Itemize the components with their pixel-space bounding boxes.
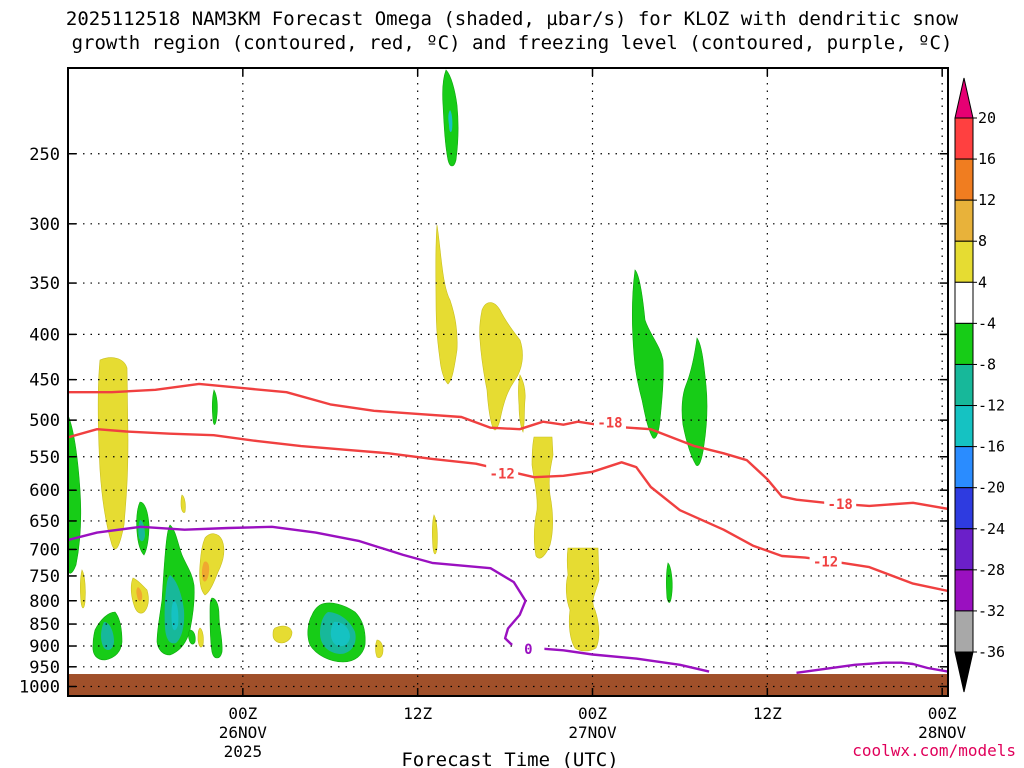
plot-frame — [67, 67, 949, 697]
y-tick-label: 250 — [29, 145, 60, 165]
contour--18 — [68, 382, 948, 511]
colorbar-segment — [954, 487, 974, 530]
contour-label: -18 — [828, 497, 853, 513]
colorbar-segment — [954, 158, 974, 201]
colorbar-segment — [954, 240, 974, 283]
contour--12 — [68, 428, 948, 593]
contour-label: -18 — [597, 416, 622, 432]
y-tick-label: 1000 — [19, 678, 60, 698]
x-tick-label: 28NOV — [918, 723, 967, 742]
colorbar-label: 4 — [978, 273, 987, 291]
colorbar-bottom-triangle — [954, 651, 974, 693]
colorbar-label: 16 — [978, 150, 996, 168]
contour-labels: -18 -18 -12 -12 0 — [486, 413, 857, 658]
y-tick-label: 950 — [29, 658, 60, 678]
y-tick-label: 450 — [29, 371, 60, 391]
contour-0b — [796, 661, 948, 674]
x-tick-label: 12Z — [753, 704, 782, 723]
y-tick-label: 750 — [29, 567, 60, 587]
contour-label-bg — [486, 464, 519, 481]
colorbar-label: -36 — [978, 643, 1005, 661]
colorbar-segment — [954, 199, 974, 242]
colorbar-segment — [954, 528, 974, 571]
colorbar-label: -12 — [978, 397, 1005, 415]
y-tick-label: 350 — [29, 274, 60, 294]
colorbar-segment — [954, 405, 974, 448]
x-tick-label: 00Z — [928, 704, 957, 723]
colorbar-label: -28 — [978, 561, 1005, 579]
contour-0 — [68, 525, 710, 673]
colorbar-label: -4 — [978, 314, 996, 332]
x-tick-label: 12Z — [403, 704, 432, 723]
x-tick-label: 2025 — [224, 742, 263, 761]
y-tick-label: 500 — [29, 411, 60, 431]
contour-label: -12 — [813, 554, 838, 570]
colorbar-label: -16 — [978, 438, 1005, 456]
y-axis: 2503003504004505005506006507007508008509… — [19, 145, 948, 698]
y-tick-label: 800 — [29, 592, 60, 612]
y-tick-label: 600 — [29, 481, 60, 501]
y-tick-label: 850 — [29, 615, 60, 635]
colorbar-label: 8 — [978, 232, 987, 250]
colorbar-segment — [954, 569, 974, 612]
omega-cyan-cores — [171, 110, 453, 647]
y-tick-label: 300 — [29, 215, 60, 235]
x-tick-label: 26NOV — [219, 723, 268, 742]
colorbar-segment — [954, 117, 974, 160]
colorbar-segment — [954, 446, 974, 489]
x-tick-label: 27NOV — [568, 723, 617, 742]
watermark: coolwx.com/models — [852, 741, 1016, 760]
contour-label-bg — [593, 413, 626, 430]
y-tick-label: 650 — [29, 512, 60, 532]
ground-surface — [68, 674, 948, 696]
y-tick-label: 400 — [29, 325, 60, 345]
colorbar-segment — [954, 363, 974, 407]
colorbar-label: 12 — [978, 191, 996, 209]
colorbar: 20 16 12 8 4 -4 -8 -12 -16 -20 -24 -28 -32 -36 — [954, 77, 1005, 693]
colorbar-top-triangle — [954, 77, 974, 119]
colorbar-label: -8 — [978, 355, 996, 373]
contour-label: -12 — [490, 467, 515, 483]
y-tick-label: 700 — [29, 540, 60, 560]
x-tick-label: 00Z — [228, 704, 257, 723]
omega-shading — [68, 69, 708, 663]
contour-label-bg — [512, 640, 545, 657]
colorbar-segment — [954, 610, 974, 653]
colorbar-label: 20 — [978, 109, 996, 127]
x-tick-label: 00Z — [578, 704, 607, 723]
colorbar-segment — [954, 281, 974, 324]
colorbar-label: -20 — [978, 479, 1005, 497]
contour-label-bg — [809, 552, 842, 569]
contour-label: 0 — [524, 642, 532, 658]
colorbar-label: -24 — [978, 520, 1005, 538]
y-tick-label: 900 — [29, 637, 60, 657]
contour-label-bg — [824, 494, 857, 511]
colorbar-segment — [954, 322, 974, 365]
temperature-contours — [68, 382, 948, 674]
chart-title-line-1: 2025112518 NAM3KM Forecast Omega (shaded… — [65, 8, 959, 30]
chart-title-line-2: growth region (contoured, red, ºC) and f… — [71, 32, 953, 54]
colorbar-label: -32 — [978, 602, 1005, 620]
x-axis-title: Forecast Time (UTC) — [401, 749, 618, 768]
y-tick-label: 550 — [29, 448, 60, 468]
